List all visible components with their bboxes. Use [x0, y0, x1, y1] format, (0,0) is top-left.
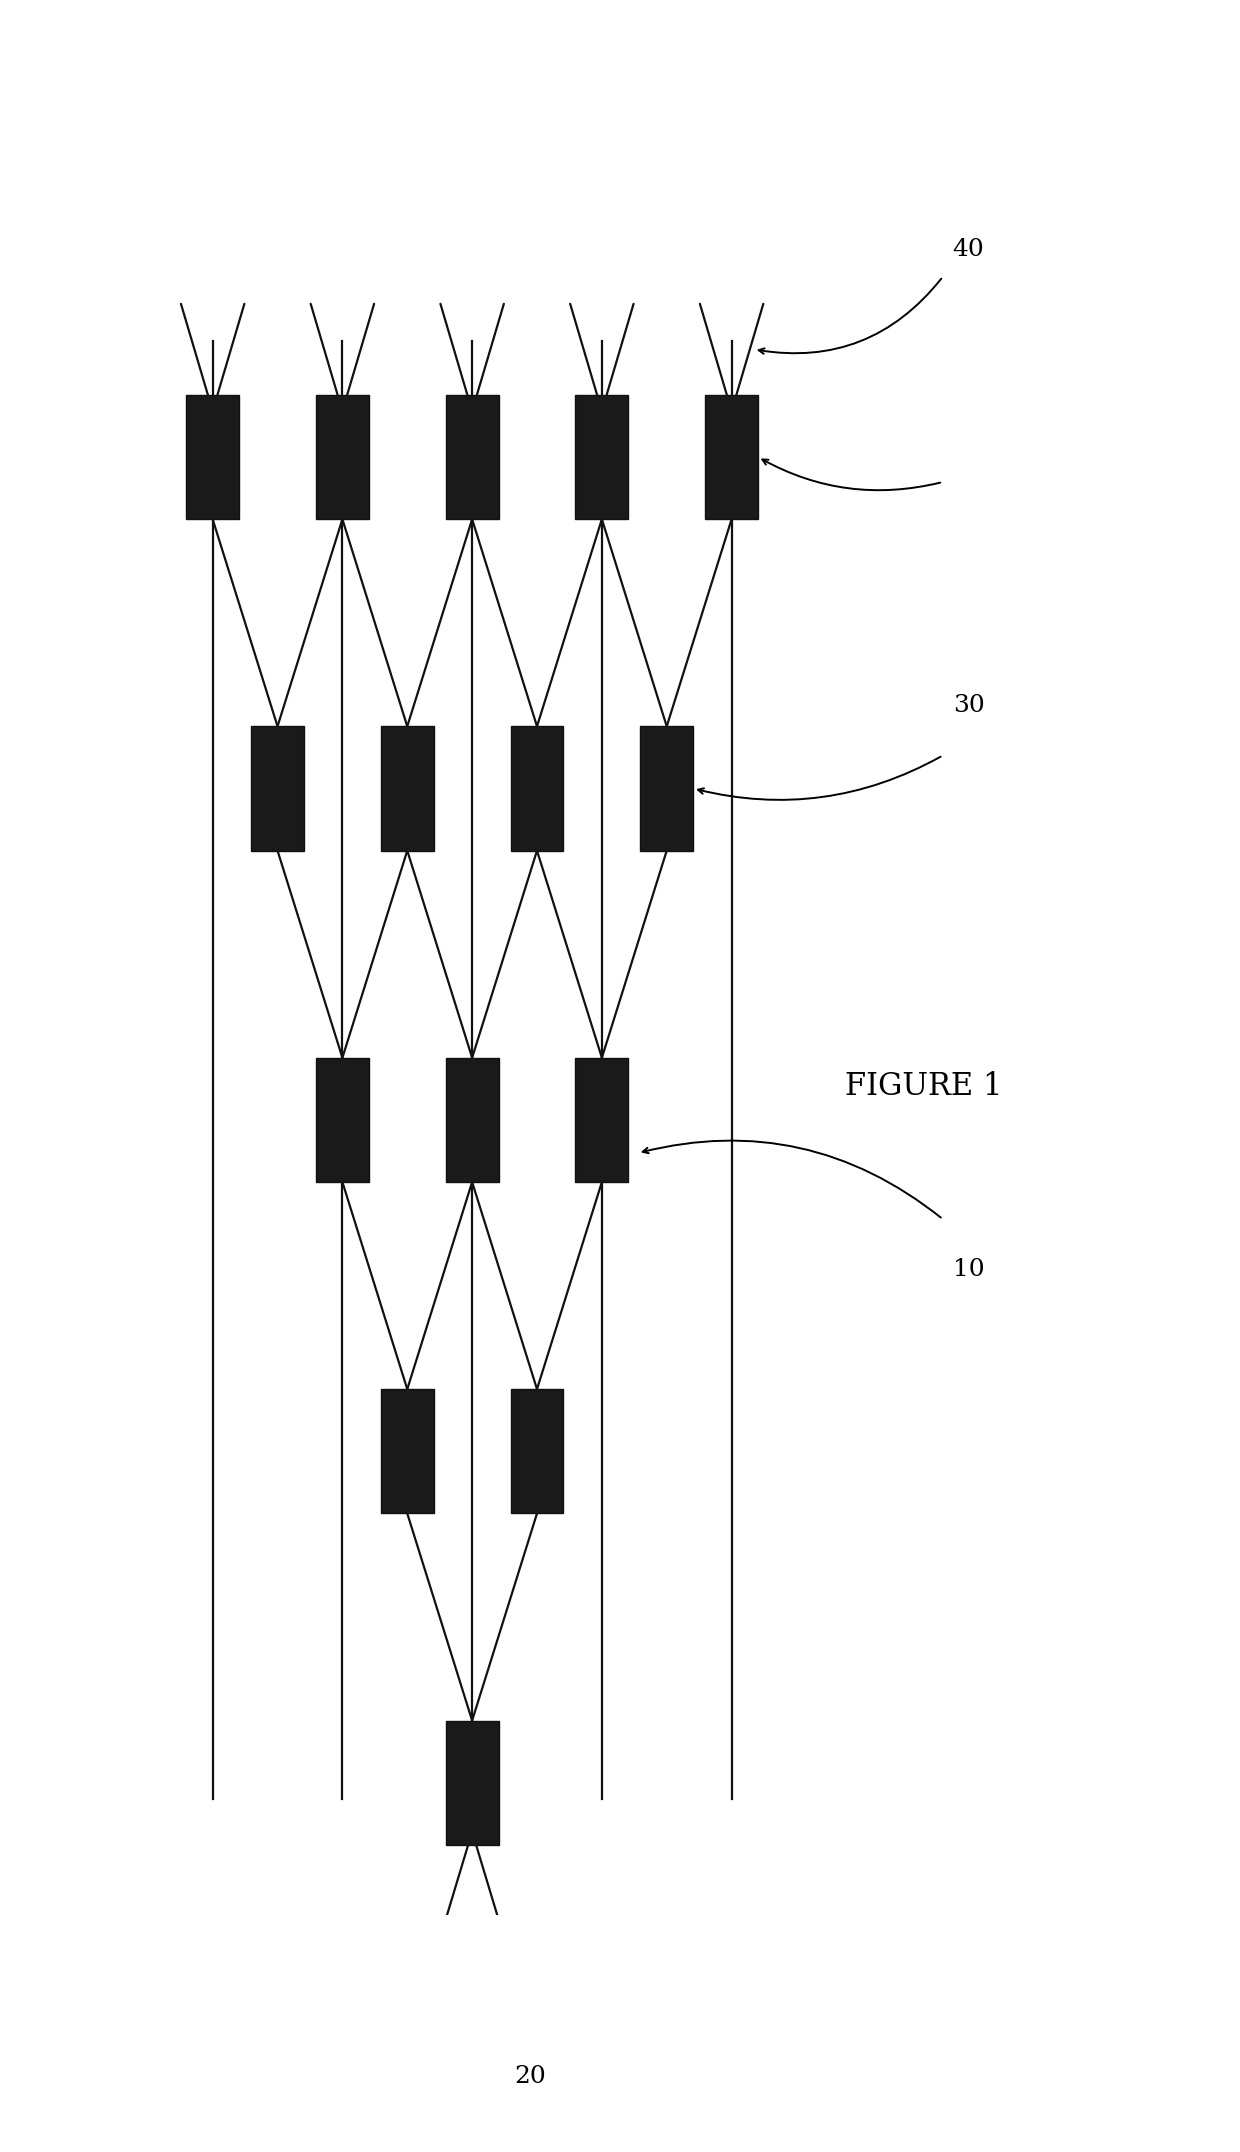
Bar [445, 396, 498, 519]
Text: 40: 40 [952, 237, 985, 260]
Bar [186, 396, 239, 519]
Bar [250, 727, 304, 850]
Bar [381, 727, 434, 850]
Bar [316, 1059, 368, 1181]
Bar [445, 1722, 498, 1844]
Bar [706, 396, 758, 519]
Text: 10: 10 [952, 1257, 985, 1280]
Bar [445, 1059, 498, 1181]
Bar [511, 1390, 563, 1513]
Text: 20: 20 [513, 2066, 546, 2087]
Bar [511, 727, 563, 850]
Bar [640, 727, 693, 850]
Bar [575, 1059, 629, 1181]
Bar [316, 396, 368, 519]
Text: 30: 30 [952, 695, 985, 717]
Bar [381, 1390, 434, 1513]
Bar [575, 396, 629, 519]
Text: FIGURE 1: FIGURE 1 [844, 1072, 1003, 1102]
